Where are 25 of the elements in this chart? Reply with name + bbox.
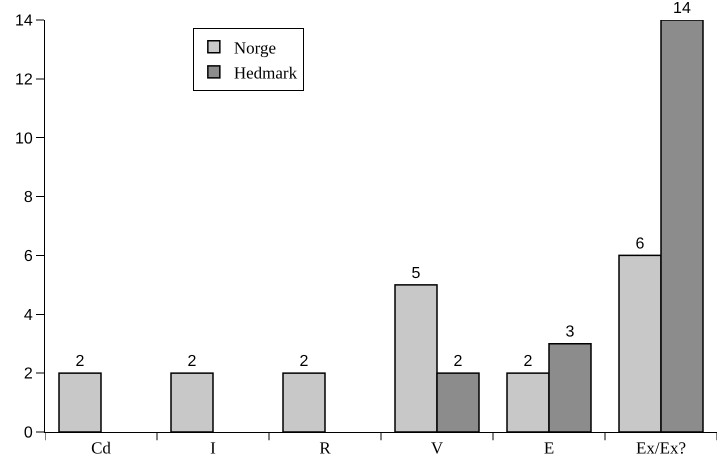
data-label: 2 bbox=[300, 353, 308, 370]
data-label: 2 bbox=[188, 353, 196, 370]
x-tick-label: Ex/Ex? bbox=[636, 438, 686, 458]
x-tick-label: E bbox=[544, 438, 554, 458]
legend-label: Hedmark bbox=[234, 64, 298, 83]
y-tick-label: 2 bbox=[24, 366, 33, 383]
data-label: 2 bbox=[454, 353, 462, 370]
data-label: 6 bbox=[636, 235, 644, 252]
data-label: 2 bbox=[76, 353, 84, 370]
data-label: 2 bbox=[524, 353, 532, 370]
x-tick-label: I bbox=[210, 438, 216, 458]
x-tick-label: R bbox=[319, 438, 332, 458]
y-tick-label: 10 bbox=[15, 130, 33, 148]
x-tick-label: Cd bbox=[91, 438, 112, 458]
data-label: 14 bbox=[673, 0, 691, 17]
y-tick-label: 4 bbox=[24, 306, 33, 324]
y-tick-label: 6 bbox=[24, 248, 33, 266]
y-tick-label: 0 bbox=[24, 424, 33, 442]
data-label: 5 bbox=[412, 264, 420, 282]
legend-label: Norge bbox=[234, 38, 276, 58]
y-tick-label: 14 bbox=[15, 12, 33, 30]
x-tick-label: V bbox=[430, 438, 444, 458]
y-tick-label: 12 bbox=[15, 71, 33, 88]
y-tick-label: 8 bbox=[24, 189, 33, 206]
data-label: 3 bbox=[566, 324, 574, 341]
